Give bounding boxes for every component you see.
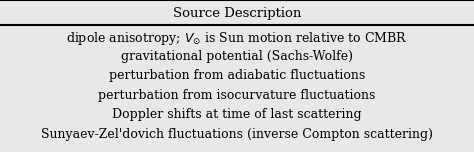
Text: perturbation from isocurvature fluctuations: perturbation from isocurvature fluctuati…: [98, 89, 376, 102]
Text: dipole anisotropy; $V_{\odot}$ is Sun motion relative to CMBR: dipole anisotropy; $V_{\odot}$ is Sun mo…: [66, 30, 408, 47]
Text: perturbation from adiabatic fluctuations: perturbation from adiabatic fluctuations: [109, 69, 365, 82]
Text: gravitational potential (Sachs-Wolfe): gravitational potential (Sachs-Wolfe): [121, 50, 353, 63]
Text: Source Description: Source Description: [173, 7, 301, 20]
Text: Sunyaev-Zel'dovich fluctuations (inverse Compton scattering): Sunyaev-Zel'dovich fluctuations (inverse…: [41, 128, 433, 141]
Text: Doppler shifts at time of last scattering: Doppler shifts at time of last scatterin…: [112, 108, 362, 121]
